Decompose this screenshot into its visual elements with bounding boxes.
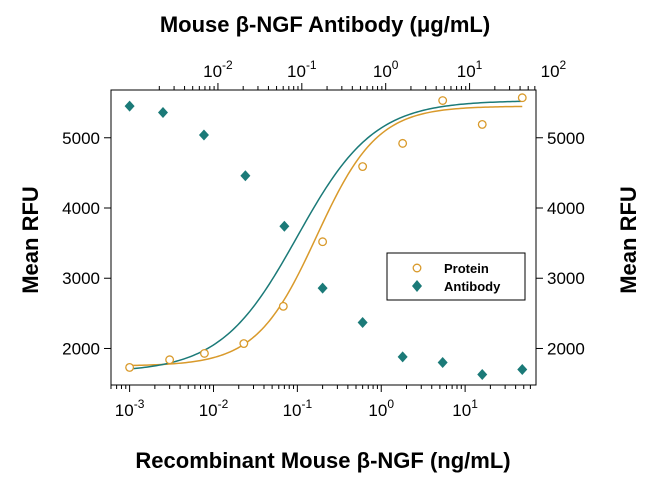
legend-protein-label: Protein	[444, 261, 489, 276]
y-left-tick-label-1: 3000	[62, 269, 100, 288]
protein-point	[398, 138, 408, 148]
protein-point	[239, 339, 249, 349]
antibody-point	[517, 364, 528, 376]
protein-point	[517, 93, 527, 103]
antibody-point	[357, 316, 368, 328]
x-top-tick-label-1: 10-1	[287, 58, 317, 81]
x-top-tick-label-4: 102	[541, 58, 567, 81]
x-bottom-tick-label-3: 100	[368, 397, 394, 420]
antibody-point	[397, 351, 408, 363]
y-right-tick-label-2: 4000	[547, 199, 585, 218]
antibody-point	[240, 170, 251, 182]
x-bottom-tick-label-1: 10-2	[199, 397, 229, 420]
protein-point	[165, 355, 175, 365]
y-left-tick-label-3: 5000	[62, 129, 100, 148]
x-bottom-tick-label-4: 101	[452, 397, 478, 420]
protein-point	[477, 119, 487, 129]
plot-frame	[110, 89, 537, 386]
x-bottom-tick-label-0: 10-3	[115, 397, 145, 420]
x-top-tick-label-3: 101	[457, 58, 483, 81]
fit-curve-protein	[129, 105, 523, 367]
x-axis-label: Recombinant Mouse β-NGF (ng/mL)	[135, 448, 510, 473]
chart-title: Mouse β-NGF Antibody (μg/mL)	[160, 12, 490, 37]
y-left-tick-label-2: 4000	[62, 199, 100, 218]
protein-point	[199, 348, 209, 358]
y-axis-label-left: Mean RFU	[18, 186, 43, 294]
legend-protein-marker	[412, 263, 422, 273]
y-right-tick-label-0: 2000	[547, 339, 585, 358]
fit-curve-antibody	[129, 100, 523, 370]
protein-point	[278, 301, 288, 311]
antibody-point	[317, 282, 328, 294]
x-top-tick-label-0: 10-2	[203, 58, 233, 81]
protein-point	[125, 362, 135, 372]
y-left-tick-label-0: 2000	[62, 339, 100, 358]
antibody-point	[198, 129, 209, 141]
protein-point	[358, 162, 368, 172]
legend-box	[386, 252, 526, 301]
x-bottom-tick-label-2: 10-1	[283, 397, 313, 420]
protein-point	[438, 96, 448, 105]
legend-antibody-marker	[412, 280, 422, 292]
antibody-point	[437, 357, 448, 369]
x-top-tick-label-2: 100	[373, 58, 399, 81]
y-axis-label-right: Mean RFU	[616, 186, 641, 294]
y-right-tick-label-3: 5000	[547, 129, 585, 148]
y-right-tick-label-1: 3000	[547, 269, 585, 288]
legend: Protein Antibody	[386, 252, 526, 301]
legend-antibody-label: Antibody	[444, 279, 501, 294]
antibody-point	[157, 106, 168, 118]
antibody-point	[477, 368, 488, 380]
protein-point	[318, 237, 328, 247]
antibody-point	[124, 100, 135, 112]
antibody-point	[279, 220, 290, 232]
